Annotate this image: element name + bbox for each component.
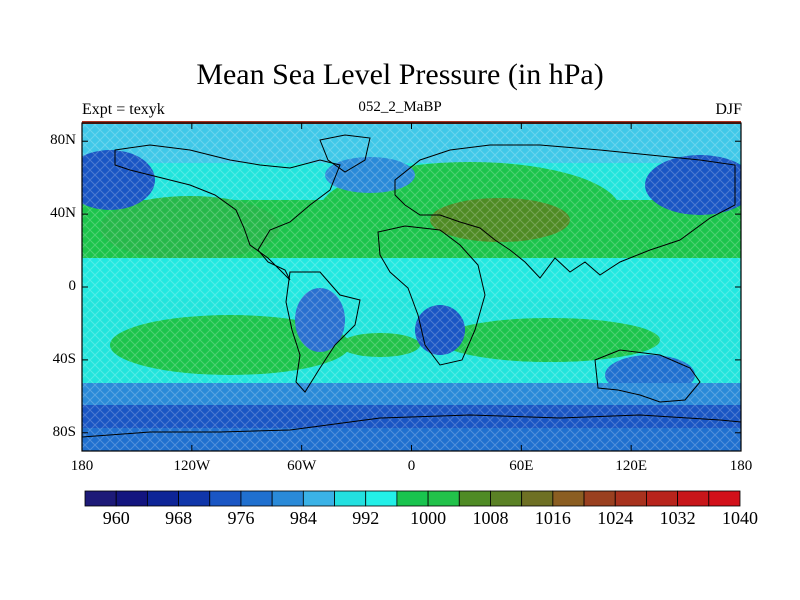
coast-south-america <box>285 271 361 393</box>
colorbar-swatch <box>708 490 741 507</box>
colorbar-swatch <box>302 490 335 507</box>
colorbar-swatch <box>115 490 148 507</box>
lon-tick-label: 180 <box>729 458 753 474</box>
colorbar-swatch <box>552 490 585 507</box>
coast-eurasia <box>394 144 736 279</box>
colorbar-swatch <box>614 490 647 507</box>
colorbar-swatch <box>334 490 367 507</box>
colorbar-swatch <box>84 490 117 507</box>
lat-tick-label: 40N <box>50 205 76 222</box>
coast-antarctica <box>82 414 741 438</box>
colorbar-label: 1000 <box>410 508 447 528</box>
field-hatching <box>82 123 741 451</box>
colorbar-label: 960 <box>102 508 130 528</box>
colorbar-swatch <box>646 490 679 507</box>
colorbar-label: 976 <box>227 508 255 528</box>
lon-tick-label: 120E <box>615 458 647 474</box>
colorbar-label: 1040 <box>722 508 758 528</box>
lon-tick-label: 0 <box>407 458 416 474</box>
colorbar-label: 1008 <box>472 508 509 528</box>
colorbar-swatch <box>365 490 398 507</box>
colorbar-swatch <box>677 490 710 507</box>
season-label: DJF <box>715 101 742 118</box>
run-label: 052_2_MaBP <box>358 99 442 115</box>
colorbar-label: 1024 <box>597 508 634 528</box>
lon-tick-label: 120W <box>173 458 211 474</box>
coast-north-america <box>114 144 341 281</box>
colorbar-swatch <box>240 490 273 507</box>
colorbar-label: 1016 <box>534 508 571 528</box>
lat-tick-label: 80N <box>50 132 76 149</box>
colorbar-label: 1032 <box>659 508 696 528</box>
pressure-field <box>82 123 741 451</box>
colorbar-swatch <box>490 490 523 507</box>
colorbar-label: 968 <box>165 508 193 528</box>
colorbar-swatch <box>209 490 242 507</box>
lon-tick-label: 60E <box>509 458 534 474</box>
colorbar-swatch <box>396 490 429 507</box>
colorbar-label: 992 <box>352 508 380 528</box>
coast-greenland <box>319 134 371 173</box>
colorbar-swatch <box>427 490 460 507</box>
colorbar-swatch <box>583 490 616 507</box>
colorbar-swatch <box>271 490 304 507</box>
lat-tick-label: 40S <box>52 350 76 367</box>
coastlines <box>82 134 741 438</box>
colorbar-swatch <box>178 490 211 507</box>
colorbar-swatch <box>458 490 491 507</box>
colorbar <box>84 490 741 507</box>
coast-australia <box>594 349 701 403</box>
coast-africa <box>377 225 486 366</box>
colorbar-swatch <box>146 490 179 507</box>
map-title: Mean Sea Level Pressure (in hPa) <box>196 58 604 91</box>
lat-tick-label: 80S <box>52 423 76 440</box>
colorbar-label: 984 <box>289 508 317 528</box>
lon-tick-label: 180 <box>70 458 94 474</box>
lat-tick-label: 0 <box>68 278 77 294</box>
colorbar-swatch <box>521 490 554 507</box>
lon-tick-label: 60W <box>287 458 317 474</box>
experiment-label: Expt = texyk <box>82 101 165 118</box>
axis-ticks <box>81 123 742 451</box>
